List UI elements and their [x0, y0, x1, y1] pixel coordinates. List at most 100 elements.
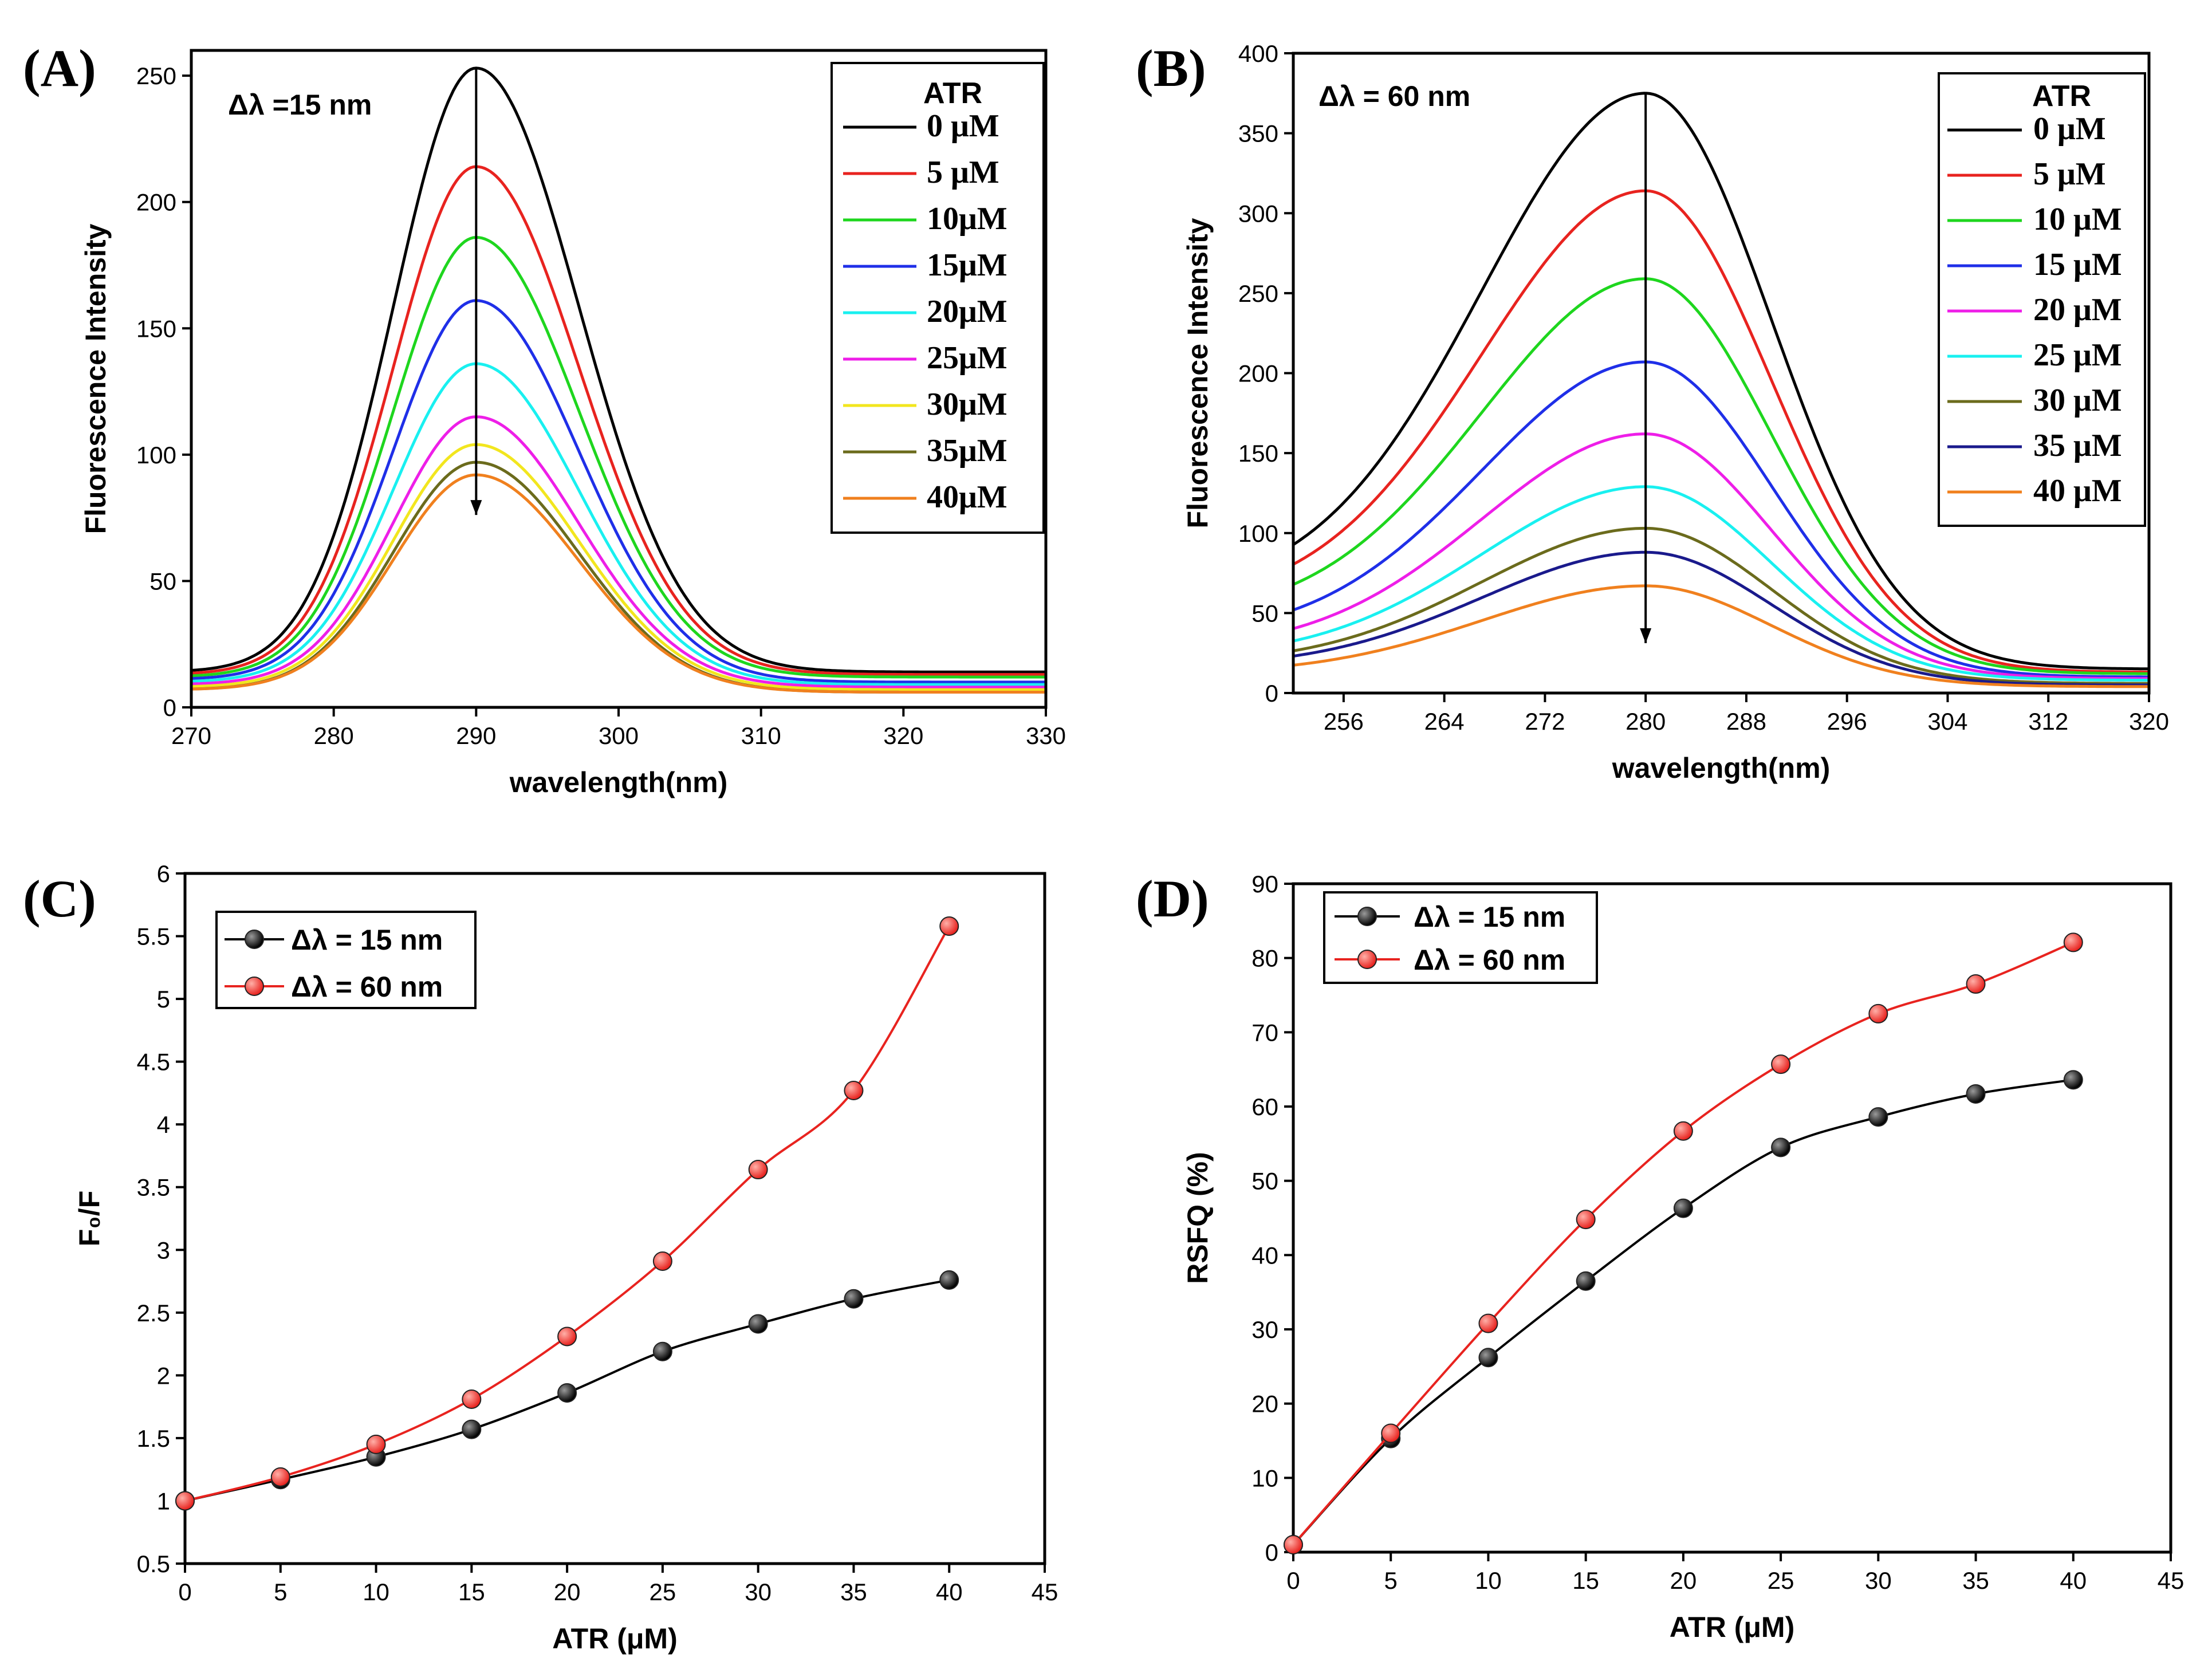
legend-label: Δλ = 60 nm: [1414, 944, 1565, 976]
x-tick-label: 15: [458, 1578, 485, 1605]
data-point: [2063, 1070, 2083, 1090]
y-tick-label: 50: [149, 568, 176, 595]
panel-label: (D): [1136, 869, 1209, 928]
y-tick-label: 4: [157, 1111, 170, 1138]
y-tick-label: 10: [1251, 1465, 1278, 1491]
legend-label: 5 μM: [2033, 156, 2106, 192]
data-point: [1478, 1348, 1498, 1368]
y-axis-title: Fluorescence Intensity: [80, 223, 112, 534]
y-tick-label: 30: [1251, 1316, 1278, 1343]
x-axis-title: wavelength(nm): [1612, 752, 1831, 784]
x-tick-label: 20: [1670, 1567, 1697, 1594]
y-tick-label: 60: [1251, 1093, 1278, 1120]
y-tick-label: 300: [1238, 200, 1278, 227]
data-point: [1966, 974, 1986, 994]
legend-label: Δλ = 60 nm: [291, 971, 443, 1003]
legend-label: 20μM: [927, 294, 1007, 329]
data-point: [1381, 1423, 1401, 1443]
data-point: [748, 1314, 768, 1334]
y-tick-label: 80: [1251, 945, 1278, 972]
y-tick-label: 3: [157, 1237, 170, 1263]
legend-label: 30μM: [927, 387, 1007, 422]
legend-label: 0 μM: [927, 108, 999, 144]
spectrum-line: [1293, 526, 2150, 685]
data-point: [1576, 1210, 1596, 1230]
series-line: [1292, 941, 2074, 1546]
x-tick-label: 270: [171, 722, 211, 749]
data-point: [1966, 1084, 1986, 1104]
panel-d: (D) 0 5 10 15 20 25 30 35 40 45 0 10 20 30 40 50 60 70 80 90…: [1136, 869, 2184, 1643]
spectrum-line: [1293, 432, 2149, 680]
delta-lambda-annotation: Δλ = 60 nm: [1318, 80, 1470, 112]
y-tick-label: 0.5: [137, 1550, 170, 1577]
spectrum-line: [191, 473, 1046, 694]
y-axis-title: F₀/F: [73, 1191, 105, 1247]
y-tick-label: 3.5: [137, 1174, 170, 1201]
x-tick-label: 312: [2028, 708, 2068, 735]
data-point: [1771, 1137, 1791, 1158]
y-tick-label: 50: [1251, 600, 1278, 627]
legend-label: 35μM: [927, 433, 1007, 469]
data-point: [2063, 932, 2083, 952]
plot-frame: [1292, 882, 2172, 1554]
spectrum-line: [191, 165, 1046, 676]
spectrum-line: [191, 443, 1046, 691]
x-tick-label: 15: [1572, 1567, 1599, 1594]
x-tick-label: 35: [1962, 1567, 1989, 1594]
y-tick-label: 6: [157, 860, 170, 887]
data-point: [557, 1326, 577, 1347]
x-tick-label: 0: [178, 1578, 191, 1605]
data-point: [557, 1383, 577, 1403]
legend-label: 15 μM: [2033, 247, 2122, 282]
legend-label: Δλ = 15 nm: [291, 924, 443, 956]
x-axis-title: wavelength(nm): [509, 766, 728, 798]
quench-arrowhead: [470, 500, 482, 515]
legend-label: 10μM: [927, 201, 1007, 237]
legend-label: 10 μM: [2033, 202, 2122, 237]
x-axis-title: ATR (μM): [1670, 1611, 1794, 1643]
y-tick-label: 0: [1265, 1539, 1278, 1566]
data-point: [652, 1341, 672, 1361]
x-tick-label: 304: [1927, 708, 1967, 735]
spectrum-line: [191, 415, 1046, 689]
data-point: [1673, 1121, 1693, 1141]
y-tick-label: 1.5: [137, 1425, 170, 1452]
legend-label: 25μM: [927, 340, 1007, 376]
spectrum-line: [191, 66, 1046, 674]
spectrum-line: [1292, 277, 2150, 675]
panel-label: (B): [1136, 39, 1206, 97]
y-tick-label: 150: [1238, 440, 1278, 467]
data-point: [939, 916, 959, 936]
quench-arrowhead: [1640, 628, 1652, 643]
y-tick-label: 200: [1238, 360, 1278, 387]
y-tick-label: 0: [1265, 680, 1278, 707]
x-tick-label: 300: [599, 722, 639, 749]
legend-marker: [1357, 950, 1377, 969]
x-tick-label: 330: [1026, 722, 1066, 749]
spectrum-line: [191, 235, 1046, 679]
spectrum-line: [191, 299, 1046, 684]
y-tick-label: 200: [136, 189, 176, 216]
y-tick-label: 20: [1251, 1391, 1278, 1418]
y-axis-title: RSFQ (%): [1182, 1152, 1214, 1284]
legend-label: 5 μM: [927, 155, 999, 190]
y-tick-label: 2.5: [137, 1300, 170, 1326]
x-tick-label: 40: [2060, 1567, 2087, 1594]
legend-label: 35 μM: [2033, 428, 2122, 463]
legend-title: ATR: [2032, 80, 2091, 113]
y-tick-label: 4.5: [137, 1049, 170, 1076]
data-point: [462, 1419, 482, 1439]
data-point: [1771, 1054, 1791, 1074]
x-tick-label: 45: [2158, 1567, 2185, 1594]
x-tick-label: 25: [1768, 1567, 1794, 1594]
x-tick-label: 280: [314, 722, 354, 749]
panel-label: (A): [23, 39, 96, 97]
legend-box: [1938, 72, 2146, 527]
x-tick-label: 310: [741, 722, 781, 749]
y-tick-label: 250: [1238, 280, 1278, 307]
y-tick-label: 90: [1251, 871, 1278, 897]
data-point: [270, 1467, 290, 1487]
x-tick-label: 288: [1726, 708, 1766, 735]
x-tick-label: 272: [1525, 708, 1565, 735]
